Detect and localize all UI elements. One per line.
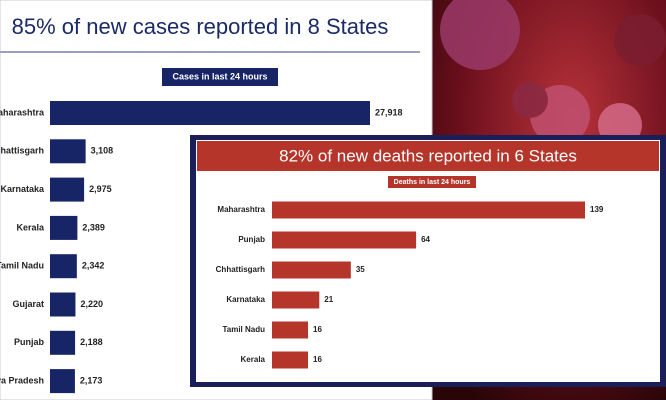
- subtitle-box: [388, 176, 476, 188]
- y-tick-label: Madhya Pradesh: [0, 375, 44, 385]
- bar: [272, 201, 585, 219]
- y-tick-label: Maharashtra: [217, 205, 265, 214]
- bar: [272, 321, 309, 339]
- data-label: 2,173: [80, 375, 103, 385]
- y-tick-label: Kerala: [16, 222, 45, 232]
- data-label: 2,188: [80, 337, 103, 347]
- y-tick-label: Tamil Nadu: [0, 261, 44, 271]
- y-tick-label: Gujarat: [12, 299, 44, 309]
- y-tick-label: Chhattisgarh: [0, 146, 44, 156]
- bar: [50, 177, 85, 202]
- data-label: 2,389: [82, 222, 105, 232]
- data-label: 2,975: [89, 184, 112, 194]
- y-tick-label: Punjab: [14, 337, 45, 347]
- bar: [272, 351, 309, 369]
- bar: [50, 330, 76, 355]
- y-tick-label: Karnataka: [0, 184, 45, 194]
- chart-title: 82% of new deaths reported in 6 States: [279, 146, 577, 165]
- bar: [50, 369, 75, 394]
- y-tick-label: Maharashtra: [0, 107, 45, 117]
- bar: [50, 101, 370, 125]
- data-label: 64: [421, 235, 430, 244]
- data-label: 16: [313, 355, 322, 364]
- bar: [50, 139, 86, 164]
- bar: [50, 254, 77, 279]
- chart-title: 85% of new cases reported in 8 States: [12, 14, 389, 39]
- subtitle-box: [162, 68, 278, 86]
- chart-subtitle: Deaths in last 24 hours: [394, 179, 471, 186]
- y-tick-label: Karnataka: [226, 295, 265, 304]
- bar: [272, 261, 351, 279]
- bar: [272, 291, 320, 309]
- chart-subtitle: Cases in last 24 hours: [172, 71, 267, 81]
- y-tick-label: Chhattisgarh: [216, 265, 265, 274]
- virus-image: [440, 0, 666, 147]
- data-label: 139: [590, 205, 604, 214]
- title-bar: [197, 141, 659, 171]
- bar: [50, 215, 78, 240]
- data-label: 3,108: [91, 146, 114, 156]
- data-label: 35: [356, 265, 365, 274]
- bar: [50, 292, 76, 317]
- data-label: 27,918: [375, 107, 403, 117]
- y-tick-label: Kerala: [241, 355, 266, 364]
- y-tick-label: Punjab: [238, 235, 265, 244]
- bar: [272, 231, 417, 249]
- data-label: 16: [313, 325, 322, 334]
- data-label: 2,220: [80, 299, 103, 309]
- data-label: 21: [324, 295, 333, 304]
- data-label: 2,342: [82, 261, 105, 271]
- y-tick-label: Tamil Nadu: [222, 325, 265, 334]
